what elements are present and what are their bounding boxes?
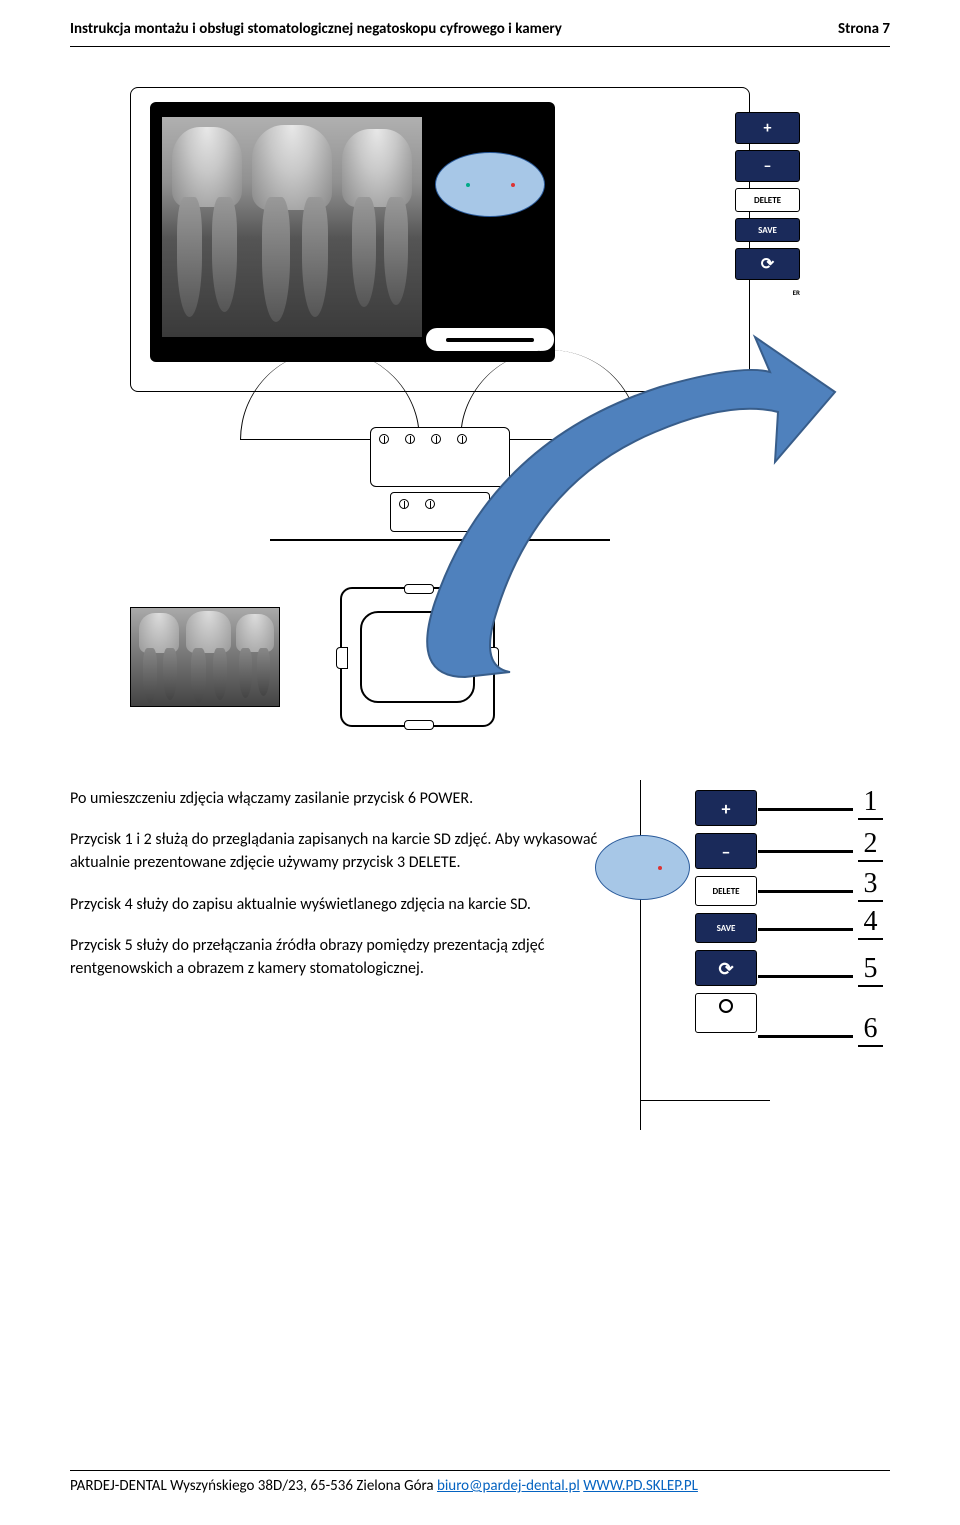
- header-title: Instrukcja montażu i obsługi stomatologi…: [70, 20, 562, 38]
- side-minus-button[interactable]: –: [695, 833, 757, 869]
- page-footer: PARDEJ-DENTAL Wyszyńskiego 38D/23, 65-53…: [70, 1470, 890, 1495]
- mount-baseline: [270, 539, 610, 541]
- paragraph-4: Przycisk 5 służy do przełączania źródła …: [70, 934, 600, 980]
- sensor-oval: [435, 152, 545, 217]
- footer-email-link[interactable]: biuro@pardej-dental.pl: [437, 1477, 580, 1495]
- button-panel: + – DELETE SAVE ⟳ ER: [735, 112, 800, 297]
- page-number: Strona 7: [838, 20, 890, 38]
- callout-3: 3: [858, 868, 883, 902]
- card-slot: [425, 327, 555, 352]
- side-cycle-button[interactable]: ⟳: [695, 950, 757, 986]
- delete-button[interactable]: DELETE: [735, 188, 800, 212]
- footer-site-link[interactable]: WWW.PD.SKLEP.PL: [583, 1477, 698, 1495]
- paragraph-2: Przycisk 1 i 2 służą do przeglądania zap…: [70, 828, 600, 874]
- cycle-button[interactable]: ⟳: [735, 248, 800, 280]
- plus-button[interactable]: +: [735, 112, 800, 144]
- button-callout-diagram: + – DELETE SAVE ⟳ POWER 1 2 3 4 5 6: [640, 780, 890, 1130]
- paragraph-3: Przycisk 4 służy do zapisu aktualnie wyś…: [70, 893, 600, 916]
- callout-4: 4: [858, 906, 883, 940]
- xray-image-small: [130, 607, 280, 707]
- side-power-button[interactable]: [695, 993, 757, 1033]
- film-cartridge: [340, 587, 495, 727]
- callout-1: 1: [858, 786, 883, 820]
- power-label-small: ER: [735, 288, 800, 297]
- side-delete-button[interactable]: DELETE: [695, 876, 757, 906]
- side-sensor-oval: [595, 835, 690, 900]
- minus-button[interactable]: –: [735, 150, 800, 182]
- callout-6: 6: [858, 1013, 883, 1047]
- instruction-text: Po umieszczeniu zdjęcia włączamy zasilan…: [70, 787, 600, 980]
- footer-text: PARDEJ-DENTAL Wyszyńskiego 38D/23, 65-53…: [70, 1477, 437, 1495]
- side-plus-button[interactable]: +: [695, 790, 757, 826]
- mount-block-lower: [390, 492, 490, 532]
- side-save-button[interactable]: SAVE: [695, 913, 757, 943]
- paragraph-1: Po umieszczeniu zdjęcia włączamy zasilan…: [70, 787, 600, 810]
- callout-2: 2: [858, 828, 883, 862]
- xray-image-main: [162, 117, 422, 337]
- callout-5: 5: [858, 953, 883, 987]
- header-divider: [70, 46, 890, 47]
- mount-block-upper: [370, 427, 510, 487]
- device-diagram: + – DELETE SAVE ⟳ ER: [70, 77, 890, 747]
- save-button[interactable]: SAVE: [735, 218, 800, 242]
